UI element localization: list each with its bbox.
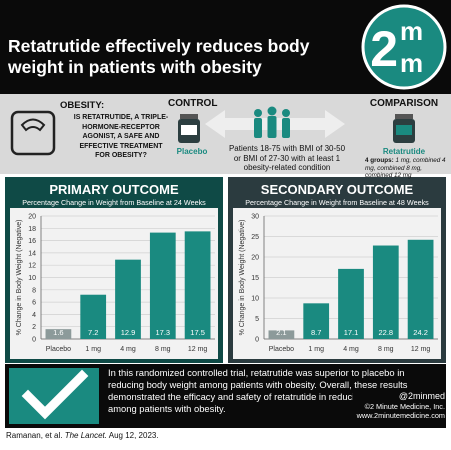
x-tick-label: 1 mg <box>308 346 324 353</box>
y-axis-label: % Change in Body Weight (Negative) <box>16 220 23 336</box>
logo-2: 2 <box>370 21 398 77</box>
question-label: OBESITY: <box>60 100 105 111</box>
credit: ©2 Minute Medicine, Inc. <box>364 401 445 411</box>
control-arm: Placebo <box>176 147 208 156</box>
groups-label: 4 groups: <box>365 157 394 164</box>
x-tick-label: Placebo <box>46 346 71 353</box>
logo-m: m <box>400 48 423 78</box>
y-tick-label: 30 <box>251 214 259 221</box>
data-label: 24.2 <box>413 328 428 337</box>
design-band <box>0 94 451 174</box>
control-heading: CONTROL <box>168 98 218 109</box>
comparison-groups: 4 groups: 1 mg, combined 4 mg, combined … <box>365 157 449 180</box>
y-tick-label: 20 <box>251 255 259 262</box>
y-tick-label: 10 <box>28 275 36 282</box>
credit: www.2minutemedicine.com <box>356 411 445 420</box>
y-tick-label: 0 <box>255 337 259 344</box>
people-icon <box>254 106 290 138</box>
data-label: 8.7 <box>311 328 321 337</box>
citation-journal: The Lancet. <box>64 431 107 440</box>
logo-m: m <box>400 16 423 46</box>
x-tick-label: 8 mg <box>378 346 394 353</box>
y-tick-label: 25 <box>251 234 259 241</box>
y-tick-label: 14 <box>28 250 36 257</box>
bar <box>303 303 330 339</box>
credit: @2minmed <box>398 391 445 401</box>
bar <box>149 232 176 339</box>
y-axis-label: % Change in Body Weight (Negative) <box>239 220 246 336</box>
bar <box>268 330 295 339</box>
check-mark <box>21 369 89 420</box>
groups: 1 mg, combined 4 mg, combined 8 mg, comb… <box>365 157 446 179</box>
plot-area <box>10 208 218 359</box>
chart-subtitle: Percentage Change in Weight from Baselin… <box>245 198 429 207</box>
retatrutide-bottle <box>393 114 415 143</box>
data-label: 1.6 <box>53 328 63 337</box>
bar <box>372 245 399 339</box>
scale-icon <box>10 110 56 156</box>
x-tick-label: Placebo <box>269 346 294 353</box>
question-text: IS RETATRUTIDE, A TRIPLE-HORMONE-RECEPTO… <box>73 114 169 159</box>
y-tick-label: 6 <box>32 300 36 307</box>
bar <box>338 268 364 339</box>
bar <box>80 294 107 339</box>
x-tick-label: 8 mg <box>155 346 171 353</box>
conclusion: In this randomized controlled trial, ret… <box>108 367 418 414</box>
x-tick-label: 12 mg <box>188 346 208 353</box>
data-label: 17.3 <box>155 328 170 337</box>
chart-title: SECONDARY OUTCOME <box>261 182 414 197</box>
y-tick-label: 20 <box>28 214 36 221</box>
bar <box>115 259 141 339</box>
y-tick-label: 15 <box>251 275 259 282</box>
comparison-heading: COMPARISON <box>369 98 439 109</box>
logo-circle <box>361 4 447 90</box>
plot-area <box>233 208 441 359</box>
citation-date: Aug 12, 2023. <box>108 431 159 440</box>
citation-authors: Ramanan, et al. <box>6 431 63 440</box>
bar <box>184 231 211 339</box>
scale-dial <box>20 118 46 132</box>
comparison-arm: Retatrutide <box>382 147 426 156</box>
y-tick-label: 2 <box>32 324 36 331</box>
y-tick-label: 8 <box>32 287 36 294</box>
data-label: 22.8 <box>378 328 393 337</box>
x-tick-label: 4 mg <box>120 346 136 353</box>
placebo-bottle <box>178 114 200 143</box>
x-tick-label: 12 mg <box>411 346 431 353</box>
y-tick-label: 16 <box>28 238 36 245</box>
data-label: 17.1 <box>344 328 359 337</box>
x-tick-label: 1 mg <box>85 346 101 353</box>
data-label: 12.9 <box>121 328 136 337</box>
y-tick-label: 4 <box>32 312 36 319</box>
y-tick-label: 0 <box>32 337 36 344</box>
credits: @2minmed ©2 Minute Medicine, Inc. www.2m… <box>352 391 445 421</box>
chart-title: PRIMARY OUTCOME <box>49 182 179 197</box>
citation: Ramanan, et al. The Lancet. Aug 12, 2023… <box>6 431 159 440</box>
population: Patients 18-75 with BMI of 30-50 or BMI … <box>228 144 346 173</box>
data-label: 2.1 <box>276 328 286 337</box>
bar <box>45 329 72 339</box>
data-label: 7.2 <box>88 328 98 337</box>
x-tick-label: 4 mg <box>343 346 359 353</box>
title: Retatrutide effectively reduces body wei… <box>8 36 310 77</box>
chart-subtitle: Percentage Change in Weight from Baselin… <box>22 198 206 207</box>
y-tick-label: 10 <box>251 296 259 303</box>
y-tick-label: 5 <box>255 316 259 323</box>
data-label: 17.5 <box>190 328 205 337</box>
y-tick-label: 12 <box>28 263 36 270</box>
y-tick-label: 18 <box>28 226 36 233</box>
bar <box>407 239 434 339</box>
